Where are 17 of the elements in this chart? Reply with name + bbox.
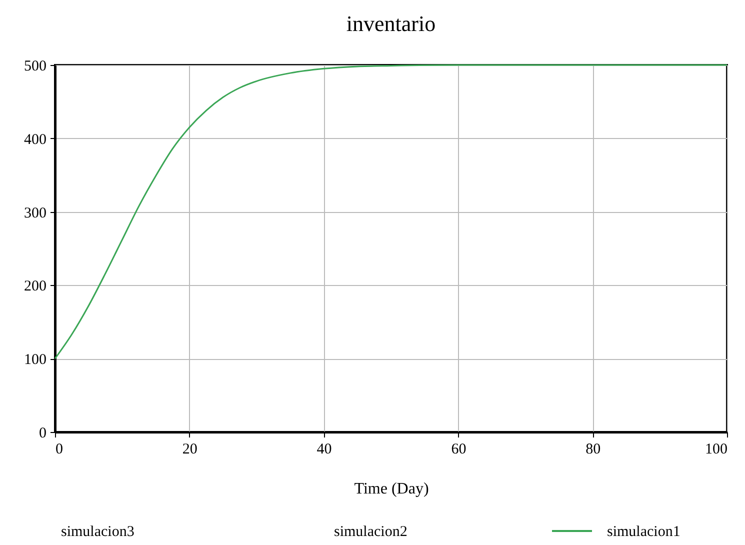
x-tick-label: 0 bbox=[56, 442, 63, 458]
y-tick-label: 100 bbox=[24, 352, 46, 368]
x-tick-label: 100 bbox=[705, 442, 728, 458]
text: simulacion2 bbox=[334, 524, 408, 540]
x-tick-label: 60 bbox=[451, 442, 466, 458]
chart-title: inventario bbox=[346, 11, 436, 36]
y-tick-label: 500 bbox=[24, 58, 46, 74]
legend-label: simulacion1 bbox=[607, 524, 680, 540]
x-tick-label: 80 bbox=[586, 442, 601, 458]
y-tick-label: 200 bbox=[24, 278, 46, 295]
y-tick-label: 300 bbox=[24, 205, 46, 222]
x-axis-title: Time (Day) bbox=[354, 480, 429, 498]
text: simulacion3 bbox=[61, 524, 134, 540]
y-tick-label: 400 bbox=[24, 132, 46, 148]
x-tick-label: 20 bbox=[182, 442, 198, 458]
y-tick-label: 0 bbox=[39, 426, 46, 442]
x-tick-label: 40 bbox=[316, 442, 332, 458]
